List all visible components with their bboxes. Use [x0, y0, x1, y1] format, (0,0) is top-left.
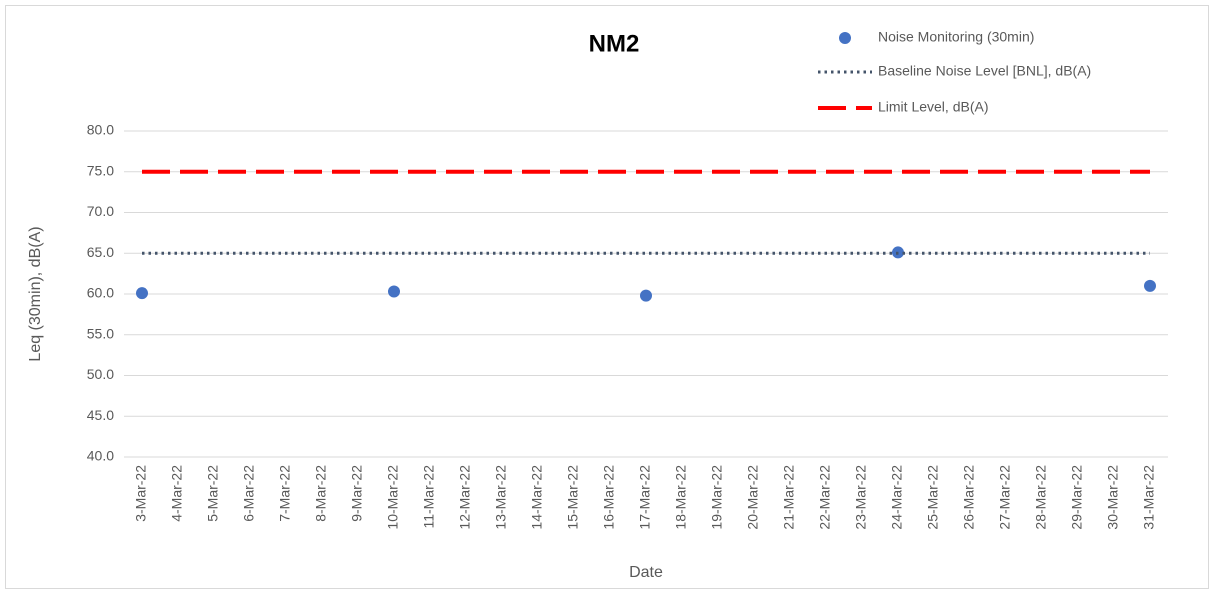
y-tick-label: 60.0 — [87, 285, 114, 301]
x-tick-label: 30-Mar-22 — [1105, 465, 1121, 530]
x-tick-label: 31-Mar-22 — [1141, 465, 1157, 530]
y-tick-label: 45.0 — [87, 407, 114, 423]
x-tick-label: 4-Mar-22 — [169, 465, 185, 522]
y-tick-label: 65.0 — [87, 244, 114, 260]
x-tick-label: 13-Mar-22 — [493, 465, 509, 530]
data-point — [1144, 279, 1156, 292]
x-tick-label: 12-Mar-22 — [457, 465, 473, 530]
y-tick-label: 80.0 — [87, 122, 114, 138]
data-point — [640, 289, 652, 302]
data-point — [388, 285, 400, 298]
x-tick-label: 19-Mar-22 — [709, 465, 725, 530]
x-tick-label: 17-Mar-22 — [637, 465, 653, 530]
x-tick-label: 15-Mar-22 — [565, 465, 581, 530]
x-tick-label: 26-Mar-22 — [961, 465, 977, 530]
x-tick-label: 18-Mar-22 — [673, 465, 689, 530]
legend-label: Baseline Noise Level [BNL], dB(A) — [878, 63, 1091, 79]
x-tick-label: 24-Mar-22 — [889, 465, 905, 530]
x-tick-label: 25-Mar-22 — [925, 465, 941, 530]
x-tick-label: 27-Mar-22 — [997, 465, 1013, 530]
x-tick-label: 29-Mar-22 — [1069, 465, 1085, 530]
x-tick-label: 6-Mar-22 — [241, 465, 257, 522]
x-tick-label: 28-Mar-22 — [1033, 465, 1049, 530]
x-tick-label: 5-Mar-22 — [205, 465, 221, 522]
x-axis-title: Date — [629, 564, 663, 581]
legend-label: Noise Monitoring (30min) — [878, 29, 1034, 45]
x-tick-label: 7-Mar-22 — [277, 465, 293, 522]
x-tick-label: 10-Mar-22 — [385, 465, 401, 530]
x-tick-label: 9-Mar-22 — [349, 465, 365, 522]
x-tick-label: 8-Mar-22 — [313, 465, 329, 522]
x-tick-label: 11-Mar-22 — [421, 465, 437, 529]
y-axis-title: Leq (30min), dB(A) — [27, 226, 44, 361]
y-tick-label: 40.0 — [87, 448, 114, 464]
x-tick-label: 23-Mar-22 — [853, 465, 869, 530]
chart-frame — [5, 5, 1209, 589]
x-tick-label: 16-Mar-22 — [601, 465, 617, 530]
x-tick-label: 22-Mar-22 — [817, 465, 833, 530]
x-tick-label: 3-Mar-22 — [133, 465, 149, 522]
legend-label: Limit Level, dB(A) — [878, 99, 988, 115]
y-tick-label: 50.0 — [87, 366, 114, 382]
y-tick-label: 55.0 — [87, 325, 114, 341]
y-tick-label: 70.0 — [87, 203, 114, 219]
x-tick-label: 14-Mar-22 — [529, 465, 545, 530]
data-point — [136, 287, 148, 300]
x-tick-label: 20-Mar-22 — [745, 465, 761, 530]
x-tick-label: 21-Mar-22 — [781, 465, 797, 530]
chart-title: NM2 — [589, 30, 640, 57]
legend-marker — [839, 32, 851, 44]
y-tick-label: 75.0 — [87, 162, 114, 178]
